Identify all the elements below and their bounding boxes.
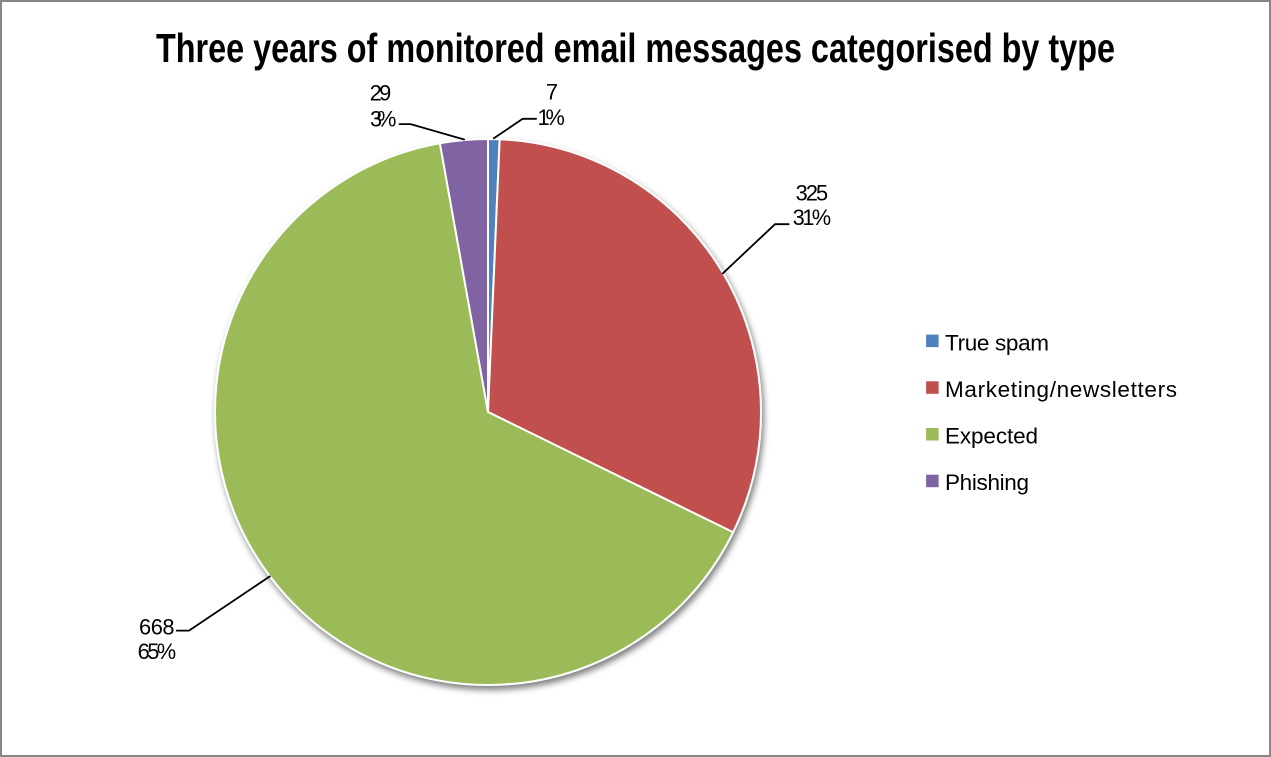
- svg-text:Marketing/newsletters: Marketing/newsletters: [945, 377, 1177, 402]
- svg-text:668: 668: [139, 615, 175, 640]
- svg-text:Three years of monitored email: Three years of monitored email messages …: [156, 25, 1115, 71]
- svg-text:Expected: Expected: [945, 424, 1038, 449]
- svg-text:7: 7: [546, 79, 558, 104]
- svg-text:29: 29: [370, 81, 392, 106]
- svg-text:65%: 65%: [138, 639, 177, 664]
- svg-text:325: 325: [796, 181, 829, 206]
- svg-text:Phishing: Phishing: [945, 470, 1029, 495]
- svg-text:1%: 1%: [537, 105, 565, 130]
- svg-text:True spam: True spam: [945, 331, 1049, 356]
- svg-text:3%: 3%: [370, 107, 397, 132]
- svg-text:31%: 31%: [793, 205, 832, 230]
